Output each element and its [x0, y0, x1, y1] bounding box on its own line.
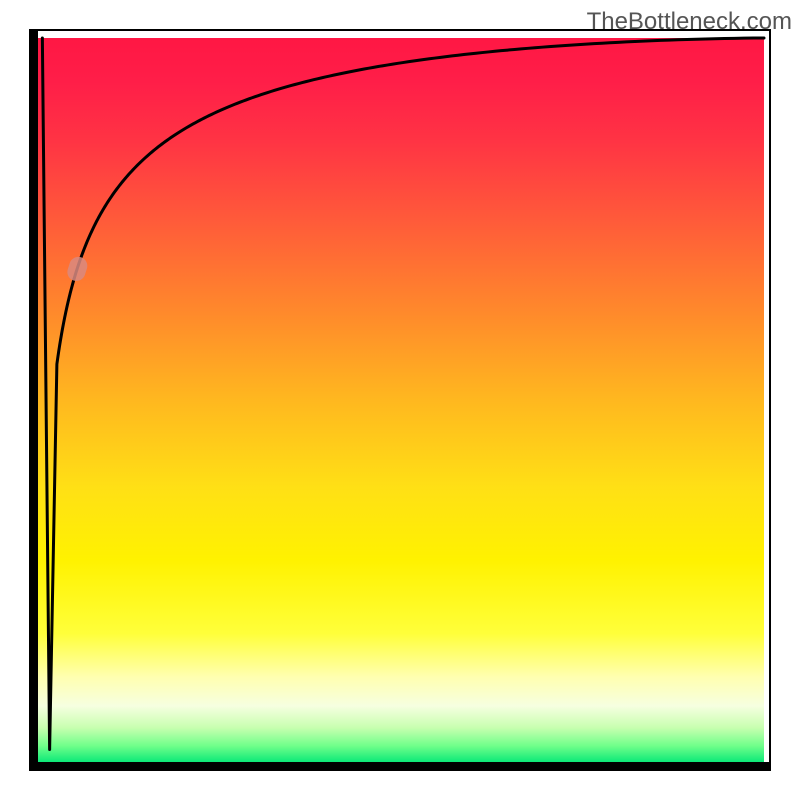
- chart-container: TheBottleneck.com: [0, 0, 800, 800]
- bottleneck-chart: [0, 0, 800, 800]
- watermark-text: TheBottleneck.com: [587, 8, 792, 36]
